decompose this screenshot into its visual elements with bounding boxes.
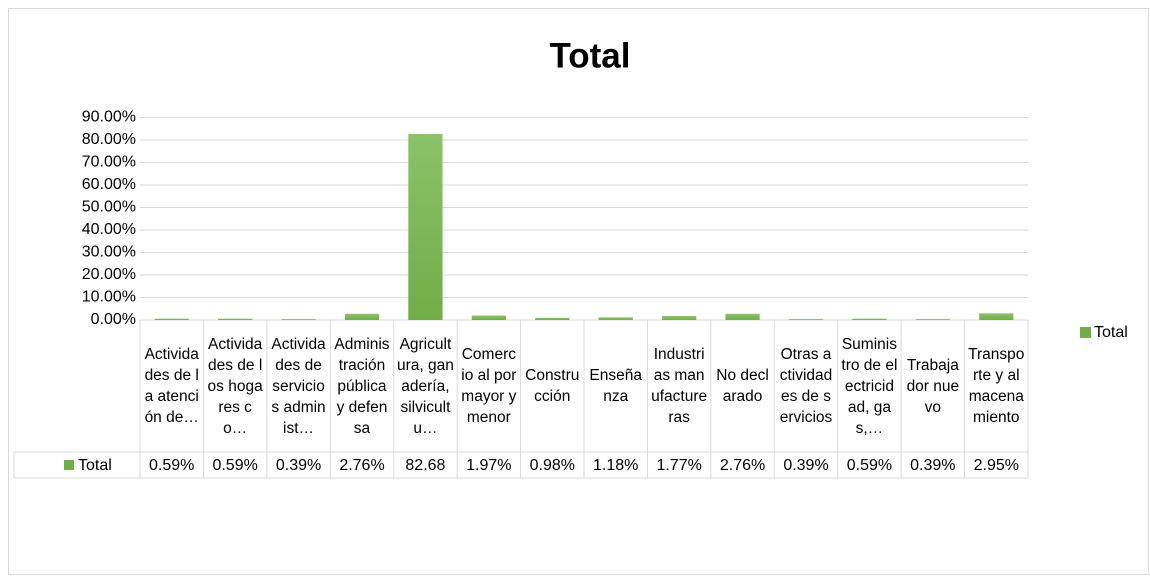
- y-tick-label: 10.00%: [82, 289, 136, 306]
- y-tick-label: 20.00%: [82, 266, 136, 283]
- y-tick-label: 70.00%: [82, 154, 136, 171]
- x-tick-label: Agricultura, ganadería, silvicultu…: [396, 335, 454, 437]
- x-tick-label: Actividades de la atención de…: [144, 346, 199, 426]
- x-tick-label-box: Agricultura, ganadería, silvicultu…: [396, 335, 454, 437]
- table-value: 1.97%: [466, 457, 511, 474]
- table-value: 0.59%: [149, 457, 194, 474]
- bar: [535, 317, 570, 320]
- x-tick-label: Actividades de los hogares co…: [207, 335, 263, 437]
- x-tick-label: No declarado: [716, 367, 769, 405]
- x-tick-label: Enseñanza: [589, 367, 642, 405]
- table-value: 1.18%: [593, 457, 638, 474]
- x-tick-label-box: Construcción: [525, 367, 580, 405]
- y-tick-label: 40.00%: [82, 221, 136, 238]
- y-tick-label: 0.00%: [91, 311, 136, 328]
- table-value: 0.39%: [276, 457, 321, 474]
- bar: [788, 319, 824, 320]
- x-tick-label-box: Otras actividades de servicios: [779, 346, 833, 426]
- table-value: 2.76%: [339, 457, 384, 474]
- y-tick-label: 90.00%: [82, 109, 136, 126]
- legend-label: Total: [1094, 324, 1128, 341]
- bar: [154, 318, 189, 320]
- table-legend-key: [64, 460, 74, 470]
- x-tick-label: Trabajador nuevo: [906, 356, 960, 416]
- chart-title: Total: [549, 36, 630, 75]
- bar: [598, 317, 633, 320]
- table-value: 0.39%: [783, 457, 828, 474]
- x-tick-label: Otras actividades de servicios: [779, 346, 833, 426]
- y-tick-label: 80.00%: [82, 131, 136, 148]
- x-tick-label: Administración pública y defensa: [334, 335, 390, 437]
- bar: [662, 316, 697, 320]
- x-tick-label-box: Actividades de los hogares co…: [207, 335, 263, 437]
- x-tick-label: Actividades de servicios administ…: [271, 335, 326, 437]
- bar: [979, 313, 1014, 320]
- table-value: 1.77%: [656, 457, 701, 474]
- bar: [915, 319, 950, 320]
- legend-key: [1080, 327, 1091, 338]
- y-tick-label: 30.00%: [82, 244, 136, 261]
- bar: [344, 313, 380, 320]
- x-tick-label-box: Industrias manufactureras: [651, 346, 708, 426]
- x-tick-label: Construcción: [525, 367, 580, 405]
- x-tick-label: Industrias manufactureras: [651, 346, 708, 426]
- table-value: 82.68: [405, 457, 445, 474]
- table-value: 2.95%: [974, 457, 1019, 474]
- table-value: 0.59%: [212, 457, 257, 474]
- x-tick-label-box: Actividades de la atención de…: [144, 346, 199, 426]
- bar: [852, 318, 887, 320]
- y-tick-label: 50.00%: [82, 199, 136, 216]
- bar: [471, 315, 506, 320]
- table-value: 2.76%: [720, 457, 765, 474]
- bar: [281, 319, 316, 320]
- chart-frame: [8, 8, 1149, 575]
- x-tick-label-box: Administración pública y defensa: [334, 335, 390, 437]
- table-value: 0.98%: [530, 457, 575, 474]
- x-tick-label: Comercio al por mayor y menor: [461, 346, 517, 426]
- x-tick-label-box: Trabajador nuevo: [906, 356, 960, 416]
- x-tick-label: Suministro de electricidad, gas,…: [841, 335, 898, 437]
- x-tick-label: Transporte y almacenamiento: [968, 346, 1025, 426]
- bar: [218, 318, 253, 320]
- x-tick-label-box: Transporte y almacenamiento: [968, 346, 1025, 426]
- table-value: 0.59%: [847, 457, 892, 474]
- x-tick-label-box: No declarado: [716, 367, 769, 405]
- bar: [408, 133, 443, 320]
- x-tick-label-box: Enseñanza: [589, 367, 642, 405]
- bar: [725, 313, 760, 320]
- x-tick-label-box: Comercio al por mayor y menor: [461, 346, 517, 426]
- x-tick-label-box: Suministro de electricidad, gas,…: [841, 335, 898, 437]
- table-series-label: Total: [78, 457, 112, 474]
- y-tick-label: 60.00%: [82, 176, 136, 193]
- table-value: 0.39%: [910, 457, 955, 474]
- x-tick-label-box: Actividades de servicios administ…: [271, 335, 326, 437]
